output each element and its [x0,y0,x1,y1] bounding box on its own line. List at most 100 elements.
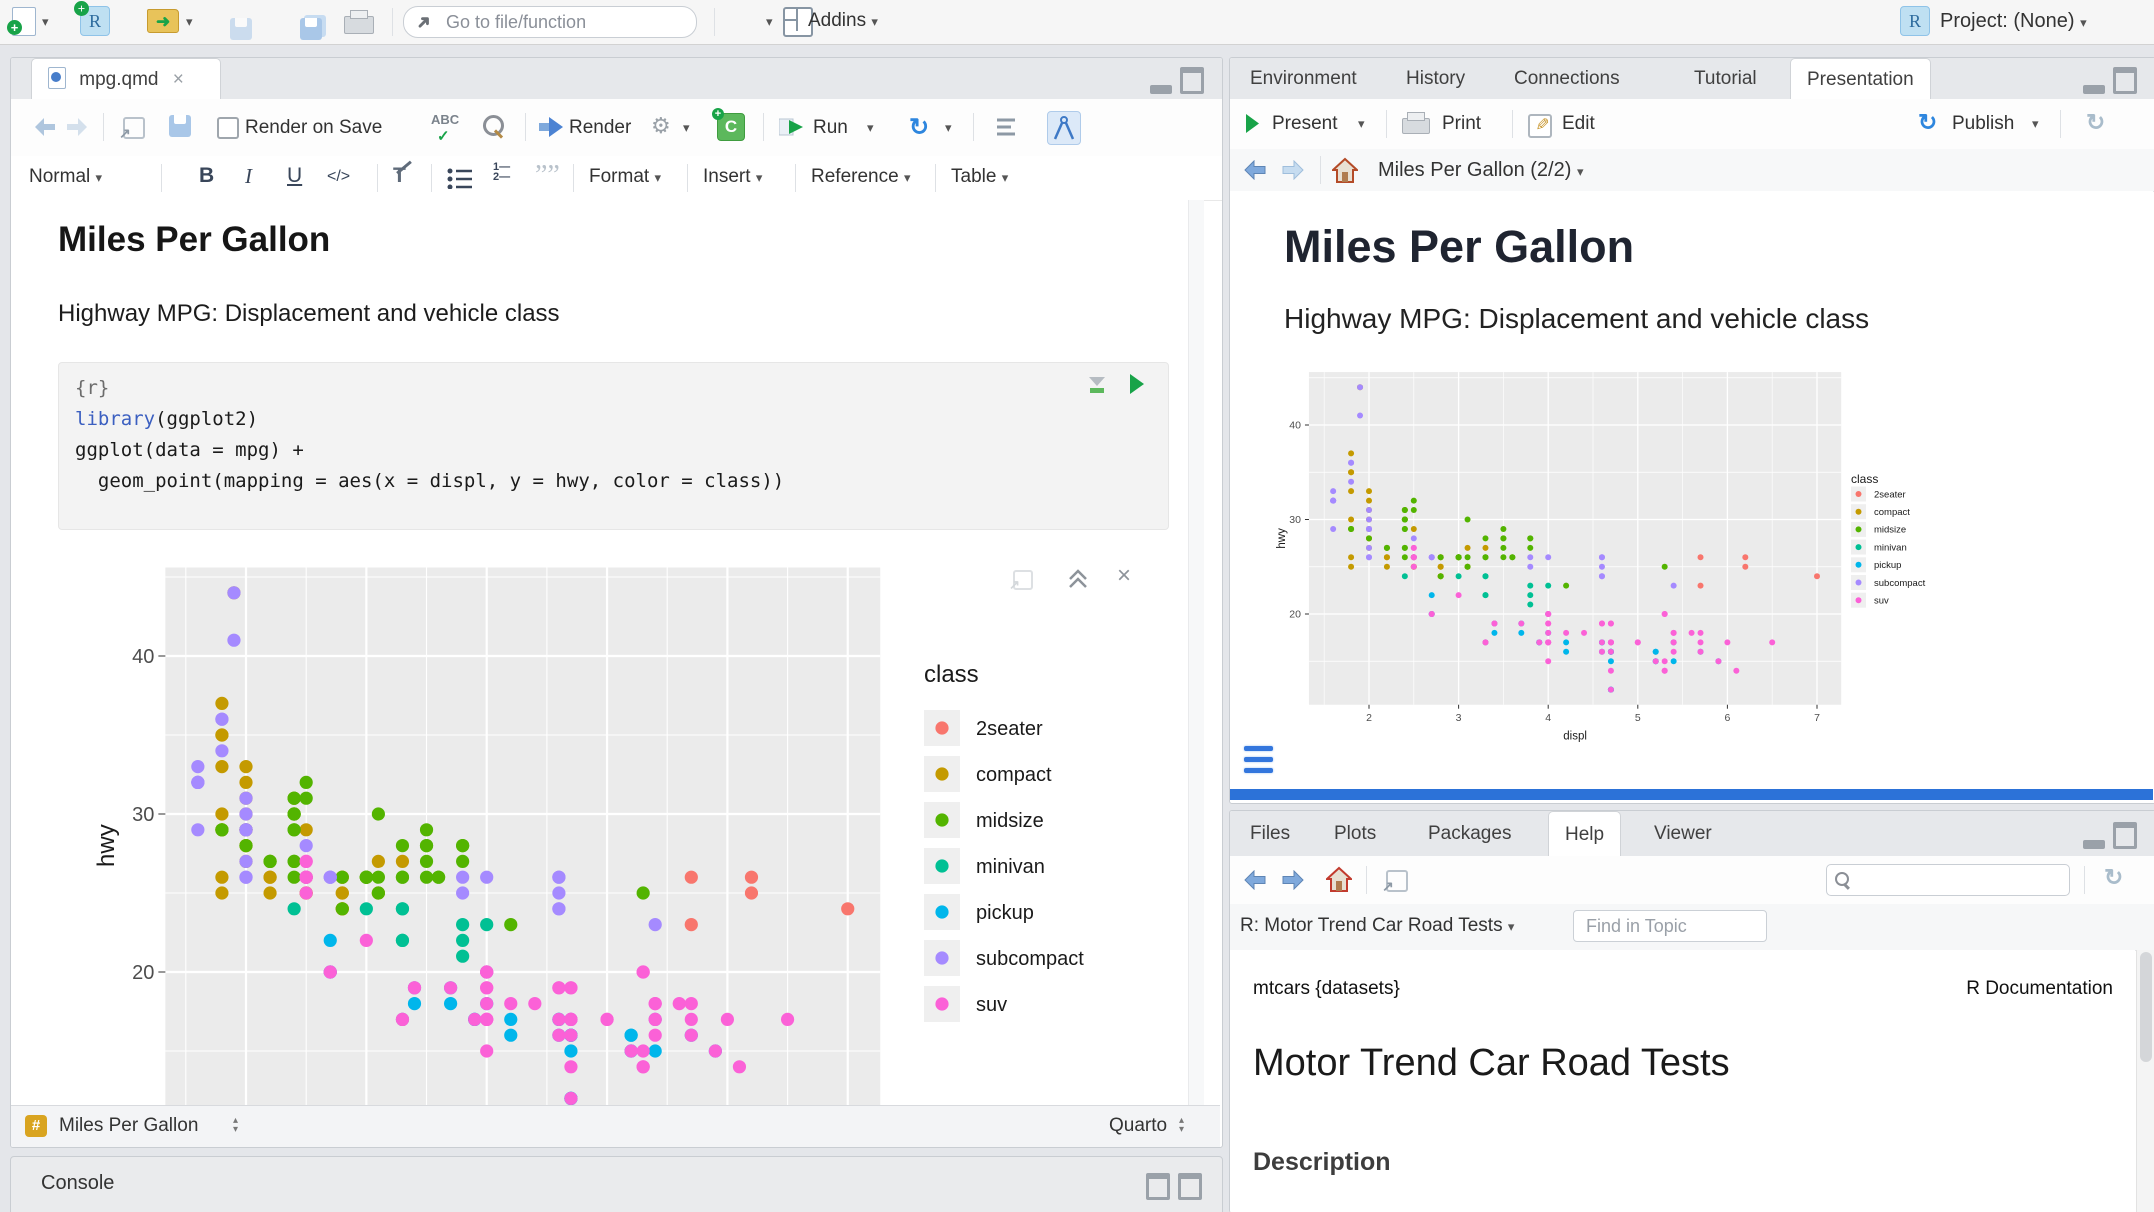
underline-button[interactable]: U [287,164,302,188]
render-button[interactable]: Render [569,117,631,139]
save-icon[interactable] [230,18,252,40]
right-bottom-window-buttons[interactable] [2075,822,2137,854]
run-dropdown[interactable]: ▾ [867,120,874,136]
italic-button[interactable]: I [245,164,252,189]
run-chunks-above-icon[interactable] [1086,375,1108,395]
addins-menu[interactable]: Addins ▾ [808,10,878,32]
format-menu[interactable]: Format ▾ [589,166,661,188]
rerun-icon[interactable]: ↻ [909,113,929,142]
tab-connections[interactable]: Connections [1498,58,1636,99]
tab-presentation[interactable]: Presentation [1790,58,1931,100]
slide-forward-icon[interactable] [1282,160,1306,180]
save-all-icon[interactable] [300,18,322,40]
present-button[interactable]: Present [1272,113,1337,135]
blockquote-icon[interactable]: ”” [535,160,560,192]
new-file-dropdown[interactable]: ▾ [42,14,49,30]
render-on-save-checkbox[interactable] [217,117,239,139]
run-button[interactable]: Run [813,117,848,139]
outline-toggle-icon[interactable] [991,117,1015,137]
help-search-input[interactable] [1826,864,2070,896]
new-file-icon[interactable]: + [12,7,36,36]
insert-menu[interactable]: Insert ▾ [703,166,762,188]
panes-dropdown[interactable]: ▾ [766,14,773,30]
tab-files[interactable]: Files [1234,811,1306,852]
tab-packages[interactable]: Packages [1412,811,1527,852]
inline-code-button[interactable]: </> [327,168,350,186]
visual-mode-toggle[interactable] [1047,111,1081,145]
reveal-menu-icon[interactable] [1244,746,1274,774]
edit-button[interactable]: Edit [1562,113,1595,135]
bold-button[interactable]: B [199,164,214,188]
insert-chunk-icon[interactable]: C+ [717,113,745,141]
find-in-topic-input[interactable]: Find in Topic [1573,910,1767,942]
visual-editor-body[interactable]: Miles Per Gallon Highway MPG: Displaceme… [11,200,1204,1105]
back-icon[interactable] [33,116,57,138]
find-replace-icon[interactable] [483,115,504,136]
console-title[interactable]: Console [41,1172,114,1195]
publish-button[interactable]: Publish [1952,113,2014,135]
help-content[interactable]: mtcars {datasets} R Documentation Motor … [1230,950,2135,1212]
goto-file-input[interactable]: ➜ Go to file/function [403,6,697,38]
help-back-icon[interactable] [1244,870,1268,890]
render-settings-icon[interactable]: ⚙ [651,113,671,139]
publish-dropdown[interactable]: ▾ [2032,116,2039,132]
run-chunk-icon[interactable] [1128,373,1146,395]
help-refresh-icon[interactable]: ↻ [2104,864,2123,891]
tab-tutorial[interactable]: Tutorial [1678,58,1773,99]
project-menu[interactable]: Project: (None) ▾ [1940,10,2087,33]
table-menu[interactable]: Table ▾ [951,166,1008,188]
help-popout-icon[interactable]: ↗ [1386,870,1408,892]
print-button[interactable]: Print [1442,113,1481,135]
source-pane-window-buttons[interactable] [1142,67,1204,99]
run-icon [779,116,805,138]
slide-back-icon[interactable] [1244,160,1268,180]
reference-menu[interactable]: Reference ▾ [811,166,910,188]
svg-text:displ: displ [1563,731,1587,743]
console-window-buttons[interactable] [1138,1173,1202,1205]
tab-history[interactable]: History [1390,58,1481,99]
tab-close-icon[interactable]: × [173,69,184,90]
paragraph-style-select[interactable]: Normal ▾ [29,166,102,188]
right-top-window-buttons[interactable] [2075,67,2137,99]
project-cube-icon: R [1900,6,1930,36]
help-search-icon [1835,872,1849,886]
render-on-save-label: Render on Save [245,117,382,139]
present-dropdown[interactable]: ▾ [1358,116,1365,132]
help-topic-selector[interactable]: R: Motor Trend Car Road Tests ▾ [1240,915,1514,937]
refresh-presentation-icon[interactable]: ↻ [2086,109,2105,136]
clear-formatting-icon[interactable]: T [393,164,406,188]
source-pane: mpg.qmd × ↗ Render on Save ABC✓ Render ⚙… [10,57,1223,1148]
slide-selector[interactable]: Miles Per Gallon (2/2) ▾ [1378,159,1584,182]
popout-icon[interactable]: ↗ [123,117,145,139]
rerun-dropdown[interactable]: ▾ [945,120,952,136]
tab-help[interactable]: Help [1548,811,1621,857]
render-settings-dropdown[interactable]: ▾ [683,120,690,136]
forward-icon[interactable] [65,116,89,138]
help-forward-icon[interactable] [1282,870,1306,890]
tab-plots[interactable]: Plots [1318,811,1392,852]
tab-viewer[interactable]: Viewer [1638,811,1728,852]
help-scrollbar[interactable] [2136,950,2154,1212]
doc-heading: Miles Per Gallon [58,220,330,260]
editor-save-icon[interactable] [169,115,191,137]
home-icon[interactable] [1332,157,1358,183]
bullet-list-icon[interactable] [447,167,473,189]
maximize-pane-icon [2113,822,2137,849]
new-project-icon[interactable]: R+ [80,6,110,36]
print-icon[interactable] [344,16,374,34]
open-file-dropdown[interactable]: ▾ [186,14,193,30]
code-chunk[interactable]: {r} library(ggplot2) ggplot(data = mpg) … [58,362,1169,530]
numbered-list-icon[interactable]: 1—2— [493,162,510,182]
editor-scrollbar[interactable] [1188,200,1204,1105]
outline-location[interactable]: Miles Per Gallon [59,1115,198,1137]
open-file-icon[interactable]: ➜ [147,9,179,33]
doc-type-label[interactable]: Quarto [1109,1115,1167,1137]
tab-environment[interactable]: Environment [1234,58,1373,99]
minimize-pane-icon [1150,85,1172,94]
tab-mpg-qmd[interactable]: mpg.qmd × [31,58,221,100]
svg-text:3: 3 [1456,712,1462,724]
spellcheck-icon[interactable]: ABC✓ [431,112,459,145]
help-home-icon[interactable] [1326,866,1352,892]
svg-text:midsize: midsize [1874,525,1906,536]
svg-text:20: 20 [132,962,154,984]
